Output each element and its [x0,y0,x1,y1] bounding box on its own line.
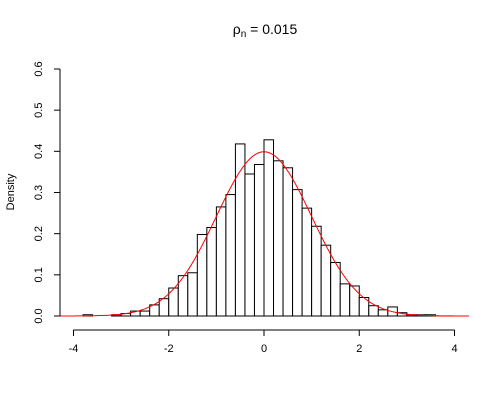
histogram-bar [292,189,303,317]
x-tick-label: 4 [451,343,457,355]
histogram-bar [234,143,246,317]
x-tick-label: 2 [356,343,362,355]
histogram-bar [158,298,170,317]
histogram-bar [187,272,198,317]
chart-title-rho: ρ [233,21,241,37]
histogram-bar [263,139,275,317]
histogram-bar [225,194,236,317]
histogram-bars [82,139,436,317]
histogram-bar [273,160,284,317]
y-tick-label: 0.3 [33,185,45,200]
histogram-bar [368,305,379,317]
y-tick-label: 0.5 [33,103,45,118]
y-tick-label: 0.1 [33,267,45,282]
normal-density-curve [59,151,469,317]
histogram-bar [377,309,389,317]
histogram-bar [320,244,332,317]
x-tick-label: -4 [69,343,79,355]
histogram-bar [196,233,208,317]
x-tick-label: -2 [164,343,174,355]
x-axis: -4 -2 0 2 4 [69,329,458,355]
chart-title: ρn = 0.015 [233,21,298,40]
y-tick-label: 0.4 [33,144,45,159]
density-curve-line [59,151,469,317]
y-tick-label: 0.0 [33,308,45,323]
histogram-bar [139,310,151,317]
y-axis-label: Density [5,173,17,210]
histogram-bar [206,226,217,317]
histogram-bar [339,283,351,317]
chart-title-value: = 0.015 [246,21,297,37]
histogram-bar [311,225,322,317]
x-tick-label: 0 [261,343,267,355]
histogram-bar [253,164,265,317]
y-tick-label: 0.2 [33,226,45,241]
y-tick-label: 0.6 [33,61,45,76]
histogram-bar [215,206,227,317]
histogram-bar [349,285,360,317]
histogram-bar [301,207,313,317]
histogram-bar [282,167,294,317]
chart-title-subscript: n [241,29,247,40]
y-axis: 0.0 0.1 0.2 0.3 0.4 0.5 0.6 [33,61,61,324]
histogram-bar [330,261,341,317]
histogram-bar [244,173,255,317]
